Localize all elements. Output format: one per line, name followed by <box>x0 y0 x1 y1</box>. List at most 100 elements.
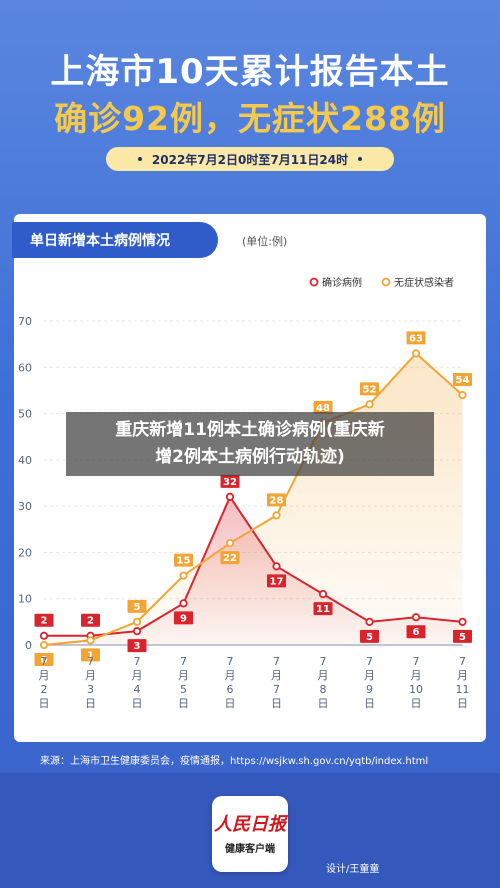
data-label-box <box>453 629 472 643</box>
series-line <box>43 351 464 646</box>
data-label: 63 <box>409 333 423 344</box>
y-tick-label: 20 <box>18 546 32 559</box>
y-tick-label: 10 <box>18 593 32 606</box>
data-point <box>132 627 142 636</box>
x-tick-label: 月 <box>132 669 143 682</box>
data-label: 22 <box>223 553 237 564</box>
date-range-text: 2022年7月2日0时至7月11日24时 <box>151 152 349 167</box>
x-tick-label: 6 <box>227 683 234 696</box>
data-label: 15 <box>177 556 191 567</box>
x-tick-label: 11 <box>456 683 470 696</box>
x-tick-label: 日 <box>364 697 375 710</box>
data-label: 2 <box>87 616 94 627</box>
x-tick-label: 日 <box>85 697 96 710</box>
data-label-box <box>360 382 379 396</box>
data-label-box <box>34 613 54 627</box>
x-tick-label: 10 <box>409 683 423 696</box>
data-label-box <box>267 493 286 507</box>
design-credit: 设计/王童童 <box>326 864 380 875</box>
y-tick-label: 40 <box>18 454 32 467</box>
x-tick-label: 月 <box>39 669 50 682</box>
x-tick-label: 4 <box>134 683 141 696</box>
data-label-box <box>127 599 147 613</box>
data-label: 17 <box>270 576 284 587</box>
data-label-box <box>34 653 54 666</box>
news-overlay-caption: 重庆新增11例本土确诊病例(重庆新 增2例本土病例行动轨迹) <box>66 412 434 476</box>
data-label-box <box>174 611 193 625</box>
headline-line2: 确诊92例，无症状288例 <box>54 99 446 138</box>
legend-label: 无症状感染者 <box>394 276 454 289</box>
data-label-box <box>220 474 240 488</box>
x-tick-label: 5 <box>180 683 187 696</box>
x-tick-label: 3 <box>87 683 94 696</box>
legend-marker <box>309 277 319 287</box>
data-label-box <box>313 602 333 616</box>
data-point <box>39 631 49 640</box>
bullet-dot-left <box>137 157 142 161</box>
data-label: 1 <box>87 650 94 661</box>
x-tick-label: 月 <box>318 669 329 682</box>
x-tick-label: 7 <box>413 655 420 668</box>
x-tick-label: 日 <box>39 697 50 710</box>
data-label: 52 <box>363 384 377 395</box>
chart-card-tab: 单日新增本土病例情况 <box>12 222 218 258</box>
data-point <box>132 617 142 626</box>
data-point <box>365 400 374 409</box>
data-label: 48 <box>316 403 330 414</box>
x-tick-label: 月 <box>178 669 189 682</box>
data-label: 2 <box>41 616 48 627</box>
legend-marker <box>381 277 391 287</box>
data-label-box <box>81 613 100 627</box>
data-point <box>318 589 328 599</box>
chart-unit-label: (单位:例) <box>242 235 288 248</box>
x-tick-label: 7 <box>320 655 327 668</box>
y-tick-label: 0 <box>25 639 32 652</box>
data-point <box>225 539 235 548</box>
data-point <box>411 613 421 622</box>
headline-line1: 上海市10天累计报告本土 <box>50 52 450 92</box>
data-label-box <box>220 551 240 565</box>
x-tick-label: 7 <box>180 655 187 668</box>
data-point <box>39 640 49 650</box>
data-label-box <box>453 373 472 387</box>
x-tick-label: 日 <box>271 697 282 710</box>
x-tick-label: 7 <box>459 655 466 668</box>
x-tick-label: 日 <box>457 697 468 710</box>
data-point <box>458 617 467 626</box>
x-tick-label: 日 <box>225 697 236 710</box>
data-label: 0 <box>41 655 48 666</box>
x-tick-label: 月 <box>411 669 422 682</box>
data-point <box>179 571 188 580</box>
chart-card-title: 单日新增本土病例情况 <box>30 233 170 249</box>
source-note: 来源：上海市卫生健康委员会，疫情通报，https://wsjkw.sh.gov.… <box>40 756 429 767</box>
data-label: 28 <box>270 495 284 506</box>
logo-name: 人民日报 <box>214 814 286 835</box>
data-point <box>458 390 467 400</box>
data-label-box <box>127 639 147 653</box>
data-label-box <box>313 400 333 414</box>
data-label: 5 <box>366 632 373 643</box>
series-line <box>44 494 463 637</box>
x-tick-label: 月 <box>225 669 236 682</box>
x-tick-label: 9 <box>366 683 373 696</box>
y-tick-label: 50 <box>18 408 32 421</box>
x-tick-label: 7 <box>87 655 94 668</box>
data-point <box>411 349 421 358</box>
data-label-box <box>406 331 426 345</box>
y-tick-label: 70 <box>18 315 32 328</box>
data-point <box>179 599 188 608</box>
overlay-line-2: 增2例本土病例行动轨迹) <box>155 447 345 467</box>
data-label: 32 <box>223 477 237 488</box>
x-tick-label: 日 <box>411 697 422 710</box>
bullet-dot-right <box>358 157 363 161</box>
data-label-box <box>406 625 426 639</box>
logo-subtitle: 健康客户端 <box>225 844 275 855</box>
data-point <box>225 492 235 501</box>
x-tick-label: 2 <box>41 683 48 696</box>
data-label-box <box>174 553 193 567</box>
x-tick-label: 日 <box>132 697 143 710</box>
data-point <box>272 562 281 571</box>
data-point <box>365 617 374 626</box>
data-label-box <box>81 648 100 662</box>
